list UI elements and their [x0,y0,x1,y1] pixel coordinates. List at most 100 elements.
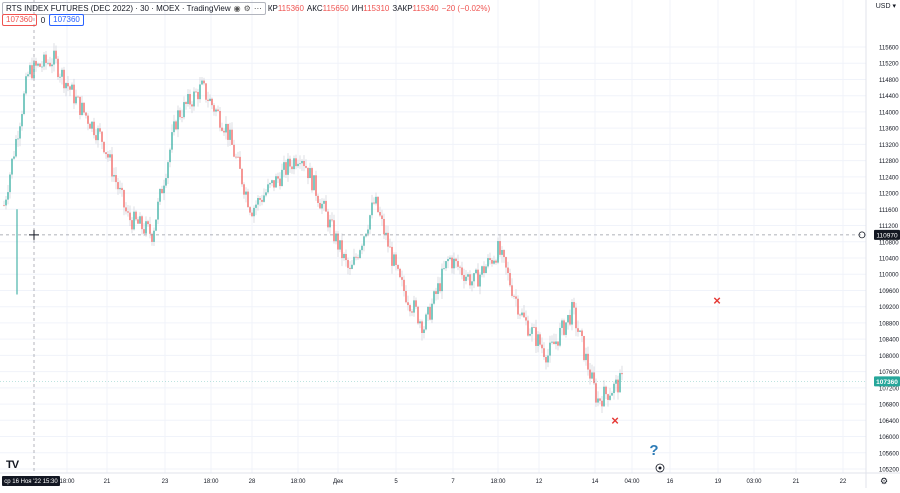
currency-selector[interactable]: USD ▾ [875,3,896,10]
candle-body [341,240,343,259]
candle-body [211,98,213,106]
y-tick-label: 112000 [879,192,899,198]
candle-body [129,212,131,221]
candle-body [209,98,211,101]
candle-body [583,335,585,361]
candle-body [547,355,549,363]
candle-body [405,291,407,303]
candle-body [169,149,171,163]
candle-body [407,302,409,306]
candle-body [403,279,405,292]
candle-body [11,158,13,175]
candle-body [359,250,361,258]
candle-body [377,196,379,213]
symbol-title-box[interactable]: RTS INDEX FUTURES (DEC 2022) · 30 · MOEX… [2,1,266,15]
candle-body [433,291,435,304]
candle-body [95,135,97,141]
candle-body [601,400,603,407]
candle-body [219,110,221,128]
event-icon-dot [658,466,662,470]
candle-body [67,83,69,87]
candle-body [239,156,241,169]
candle-body [125,207,127,212]
candle-body [335,233,337,242]
candle-body [217,109,219,111]
candle-body [339,240,341,250]
candle-body [611,393,613,396]
x-tick-label: 18:00 [290,479,306,485]
candle-body [379,212,381,216]
candle-body [155,219,157,231]
candle-body [3,205,5,207]
candle-body [317,195,319,203]
candle-body [415,300,417,307]
eye-icon[interactable]: ◉ [233,3,241,13]
candle-body [299,163,301,165]
symbol-title[interactable]: RTS INDEX FUTURES (DEC 2022) · 30 · MOEX… [6,3,231,13]
candle-body [297,163,299,167]
candle-body [471,281,473,286]
candle-body [73,84,75,104]
x-tick-label: 22 [840,479,847,485]
candle-body [363,236,365,246]
candle-body [325,200,327,212]
candle-body [503,250,505,258]
candle-body [391,246,393,266]
candle-body [573,302,575,308]
y-tick-label: 114000 [879,110,899,116]
buy-button[interactable]: 107360 [49,14,84,26]
y-tick-label: 112400 [879,175,899,181]
candle-body [525,317,527,321]
more-icon[interactable]: ⋯ [253,3,262,13]
candle-body [353,256,355,265]
candle-body [591,372,593,379]
candle-body [257,198,259,205]
trade-row: 107360 0 107360 [2,14,84,26]
candle-body [283,162,285,170]
candle-body [375,196,377,204]
candle-body [427,306,429,315]
crosshair-date-label: ср 16 Ноя '22 15:30 [4,479,58,485]
sell-button[interactable]: 107360 [2,14,37,26]
candle-body [479,274,481,287]
x-tick-label: 28 [249,479,256,485]
candle-body [165,178,167,186]
candle-body [189,94,191,105]
y-tick-label: 110400 [879,257,899,263]
candle-body [241,168,243,185]
candle-body [577,328,579,332]
candle-body [25,76,27,94]
y-tick-label: 115600 [879,46,899,52]
x-tick-label: 03:00 [746,479,762,485]
candle-body [463,275,465,281]
candle-body [121,187,123,191]
candle-body [301,160,303,164]
candle-body [65,83,67,89]
x-tick-label: 19 [715,479,722,485]
tradingview-logo[interactable]: TV [6,459,19,471]
candle-body [597,398,599,403]
candle-body [515,296,517,299]
candle-body [225,123,227,133]
candle-body [387,232,389,247]
y-tick-label: 107200 [879,386,900,392]
candle-body [151,233,153,242]
candle-body [493,260,495,264]
candle-body [133,211,135,230]
candle-body [285,162,287,175]
candle-body [565,322,567,335]
ohlc-change: −20 (−0.02%) [441,3,491,13]
candle-body [543,348,545,358]
candle-body [409,305,411,312]
candle-body [449,257,451,260]
candle-body [287,158,289,175]
candle-body [153,230,155,242]
candle-body [199,84,201,100]
candle-body [233,144,235,157]
gear-icon[interactable]: ⚙ [243,3,251,13]
candle-body [581,330,583,336]
candle-body [383,218,385,235]
candle-body [17,138,19,140]
